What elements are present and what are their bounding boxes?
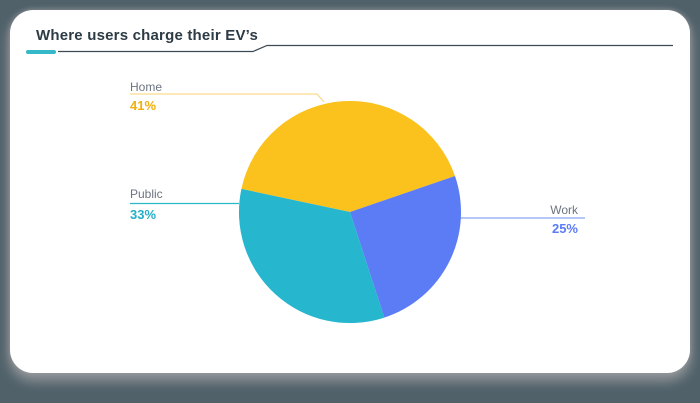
pie-slice-public[interactable] bbox=[238, 188, 385, 324]
header-rule bbox=[58, 44, 673, 53]
pie-chart bbox=[58, 44, 673, 324]
leader-line-home bbox=[130, 93, 325, 103]
pie-slices bbox=[238, 100, 462, 324]
pie-slice-home[interactable] bbox=[241, 100, 455, 212]
slice-label-work: Work bbox=[550, 203, 578, 217]
slice-pct-home: 41% bbox=[130, 98, 157, 113]
slice-label-public: Public bbox=[130, 187, 163, 201]
page-title: Where users charge their EV’s bbox=[36, 27, 258, 44]
slice-pct-work: 25% bbox=[551, 221, 578, 236]
slice-label-home: Home bbox=[130, 80, 163, 94]
chart-card: Where users charge their EV’s Home 41% P… bbox=[10, 10, 690, 373]
pie-slice-work[interactable] bbox=[350, 176, 462, 318]
slice-pct-public: 33% bbox=[130, 207, 157, 222]
title-accent-bar bbox=[26, 50, 56, 54]
